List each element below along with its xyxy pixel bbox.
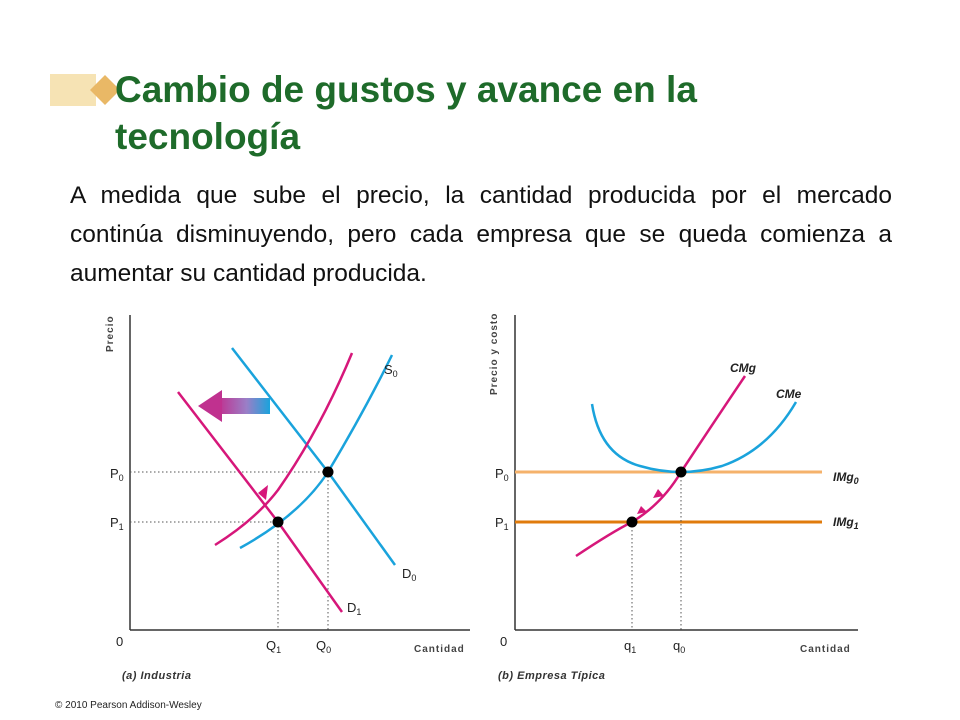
panel-a-origin-label: 0 — [116, 634, 123, 649]
slide-title-line2: tecnología — [115, 116, 301, 157]
body-paragraph: A medida que sube el precio, la cantidad… — [70, 182, 892, 287]
panel-b-p0-label: P0 — [495, 466, 509, 483]
panel-a-x-axis-label: Cantidad — [414, 644, 465, 655]
img1-line-label: IMg1 — [833, 515, 859, 531]
supply-shift-arrowhead — [258, 485, 268, 500]
marginal-cost-arrowhead-1 — [637, 506, 647, 514]
panel-a-p0-label: P0 — [110, 466, 124, 483]
demand-curve-d0 — [231, 347, 397, 566]
s0-curve-label: S0 — [384, 362, 398, 379]
panel-b-q0-label: q0 — [673, 638, 685, 655]
panel-b-x-axis-label: Cantidad — [800, 644, 851, 655]
panel-industria: Precio Cantidad 0 P0 P1 Q1 Q0 S0 D0 D1 (… — [105, 315, 470, 682]
img0-line-label: IMg0 — [833, 470, 859, 486]
slide-title: Cambio de gustos y avance en la tecnolog… — [115, 66, 915, 160]
economics-figure: Precio Cantidad 0 P0 P1 Q1 Q0 S0 D0 D1 (… — [105, 313, 859, 682]
firm-point-high-price — [675, 466, 687, 478]
panel-a-q0-label: Q0 — [316, 638, 331, 655]
average-cost-curve — [590, 401, 798, 474]
shift-left-arrow — [198, 390, 270, 422]
equilibrium-point-initial — [322, 466, 334, 478]
cme-curve-label: CMe — [776, 387, 802, 401]
panel-a-q1-label: Q1 — [266, 638, 281, 655]
panel-b-caption: (b) Empresa Típica — [498, 670, 605, 682]
panel-b-y-axis-label: Precio y costo — [489, 313, 500, 395]
supply-curve-s0 — [239, 354, 394, 550]
supply-curve-s1 — [214, 352, 354, 547]
d1-curve-label: D1 — [347, 600, 361, 617]
slide-title-line1: Cambio de gustos y avance en la — [115, 69, 697, 110]
panel-a-p1-label: P1 — [110, 515, 124, 532]
panel-b-q1-label: q1 — [624, 638, 636, 655]
equilibrium-point-new — [272, 516, 284, 528]
d0-curve-label: D0 — [402, 566, 416, 583]
panel-a-y-axis-label: Precio — [105, 315, 116, 352]
panel-empresa: Precio y costo Cantidad 0 P0 P1 q1 q0 CM… — [489, 313, 859, 682]
firm-point-low-price — [626, 516, 638, 528]
copyright-notice: © 2010 Pearson Addison-Wesley — [55, 700, 202, 711]
marginal-cost-arrowhead-2 — [653, 489, 664, 498]
panel-b-origin-label: 0 — [500, 634, 507, 649]
panel-a-caption: (a) Industria — [122, 670, 191, 682]
cmg-curve-label: CMg — [730, 361, 757, 375]
title-bullet-decoration — [50, 74, 120, 106]
marginal-cost-curve — [575, 375, 747, 558]
panel-b-p1-label: P1 — [495, 515, 509, 532]
